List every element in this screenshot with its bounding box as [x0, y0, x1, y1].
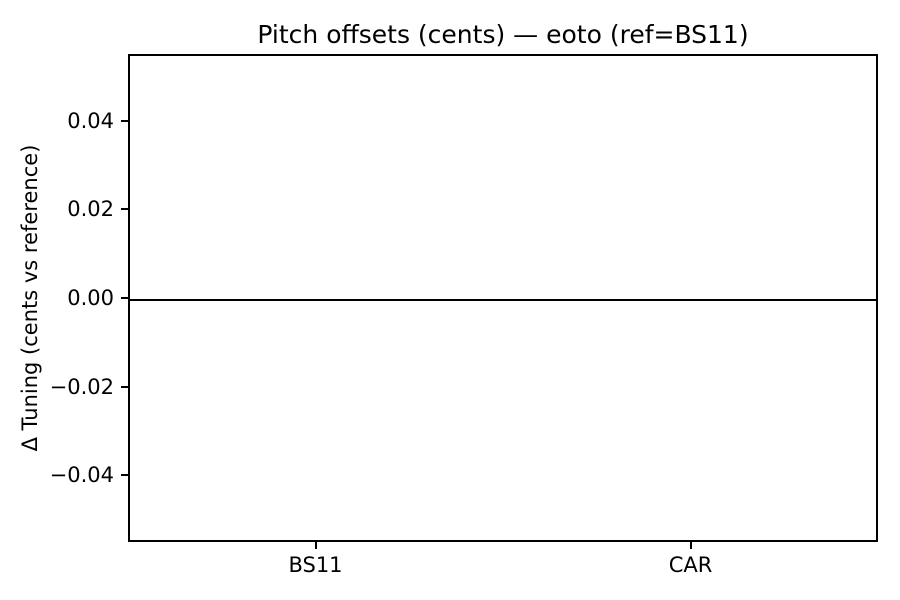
y-tick-mark — [121, 208, 128, 211]
y-tick-mark — [121, 297, 128, 299]
y-tick-mark — [121, 385, 128, 388]
y-tick-label: −0.02 — [49, 374, 114, 399]
y-tick-label: 0.02 — [67, 197, 114, 222]
x-tick-mark — [314, 542, 317, 549]
x-tick-label: CAR — [668, 553, 713, 577]
chart-title: Pitch offsets (cents) — eoto (ref=BS11) — [257, 20, 749, 49]
x-tick-mark — [689, 542, 692, 549]
y-tick-label: −0.04 — [49, 463, 114, 488]
x-tick-label: BS11 — [288, 553, 343, 577]
y-tick-mark — [121, 474, 128, 477]
y-tick-label: 0.00 — [67, 286, 114, 310]
zero-line — [130, 299, 876, 301]
y-tick-label: 0.04 — [67, 108, 114, 133]
y-tick-mark — [121, 119, 128, 122]
plot-area — [128, 54, 878, 542]
